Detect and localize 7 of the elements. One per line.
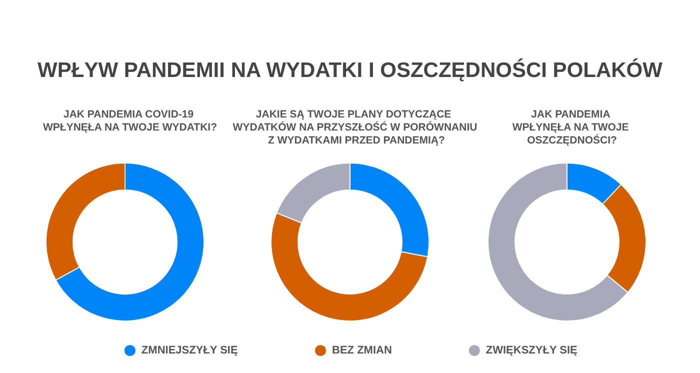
legend-label: ZWIĘKSZYŁY SIĘ bbox=[486, 344, 578, 356]
chart-subtitle: JAK PANDEMIA COVID-19 WPŁYNĘŁA NA TWOJE WYDATKI? bbox=[42, 108, 218, 134]
legend-label: ZMNIEJSZYŁY SIĘ bbox=[141, 344, 238, 356]
chart-title: WPŁYW PANDEMII NA WYDATKI I OSZCZĘDNOŚCI POLAKÓW bbox=[38, 58, 663, 82]
chart-subtitle: JAKIE SĄ TWOJE PLANY DOTYCZĄCE WYDATKÓW NA PRZYSZŁOŚĆ W PORÓWNANIU Z WYDATKAMI PRZED PANDEMIĄ? bbox=[232, 108, 478, 146]
chart-subtitle: JAK PANDEMIA WPŁYNĘŁA NA TWOJE OSZCZĘDNOŚCI? bbox=[512, 108, 632, 146]
legend-label: BEZ ZMIAN bbox=[332, 344, 392, 356]
